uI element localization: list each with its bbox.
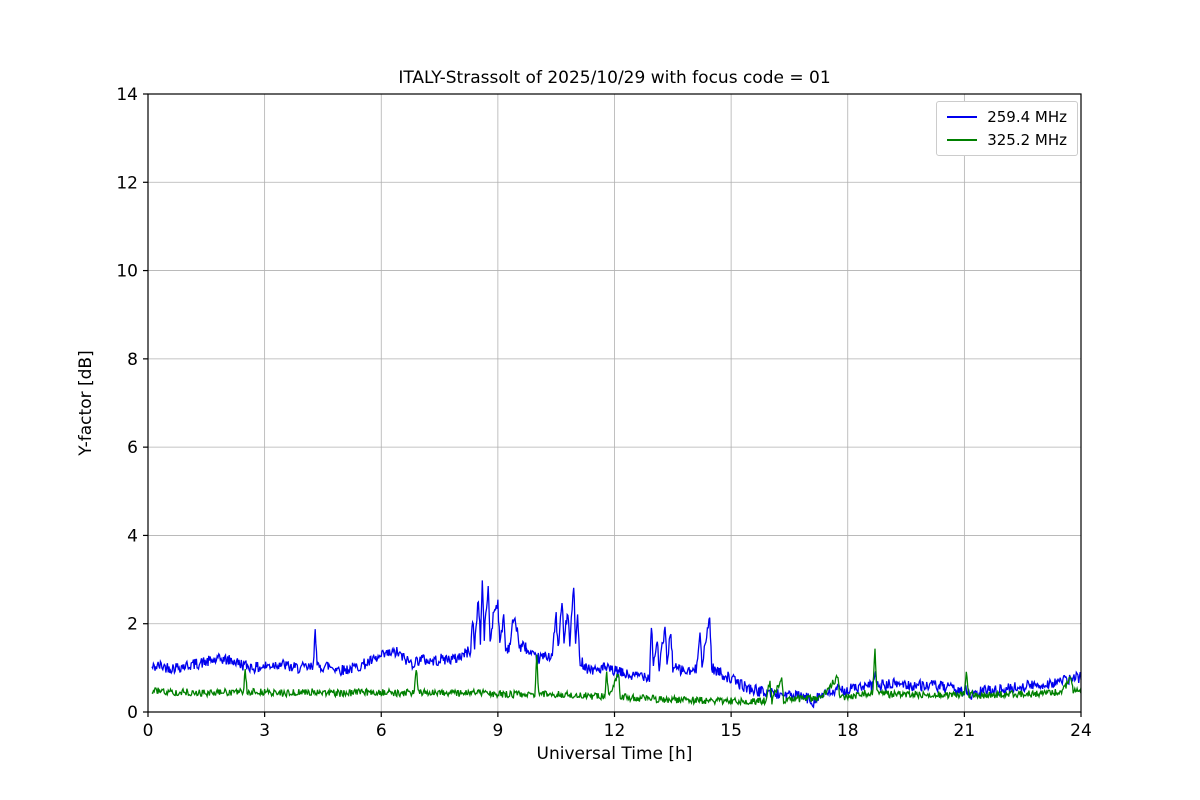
x-tick-label: 0 [143, 721, 154, 741]
legend: 259.4 MHz 325.2 MHz [936, 101, 1078, 156]
gridlines [147, 93, 1082, 713]
x-tick-label: 21 [954, 721, 976, 741]
chart-title: ITALY-Strassolt of 2025/10/29 with focus… [398, 68, 831, 88]
legend-label-series-1: 325.2 MHz [987, 130, 1067, 149]
y-tick-label: 14 [116, 85, 138, 105]
series-line-0 [151, 580, 1082, 709]
y-tick-label: 2 [127, 615, 138, 635]
x-tick-label: 18 [837, 721, 859, 741]
x-tick-label: 12 [604, 721, 626, 741]
legend-item: 325.2 MHz [947, 130, 1067, 149]
x-axis-label: Universal Time [h] [536, 744, 693, 764]
y-axis-label: Y-factor [dB] [76, 350, 96, 456]
y-tick-label: 10 [116, 262, 138, 282]
x-tick-label: 15 [720, 721, 742, 741]
y-tick-label: 12 [116, 173, 138, 193]
y-tick-label: 8 [127, 350, 138, 370]
x-tick-label: 9 [492, 721, 503, 741]
legend-line-series-0 [947, 116, 978, 119]
x-tick-label: 3 [259, 721, 270, 741]
y-tick-label: 0 [127, 703, 138, 723]
y-tick-label: 4 [127, 526, 138, 546]
series-line-1 [151, 648, 1082, 707]
legend-label-series-0: 259.4 MHz [987, 108, 1067, 126]
x-tick-label: 24 [1070, 721, 1092, 741]
y-tick-label: 6 [127, 438, 138, 458]
legend-item: 259.4 MHz [947, 109, 1067, 126]
legend-line-series-1 [947, 138, 978, 141]
series-lines [151, 580, 1082, 709]
tick-marks [143, 93, 1082, 717]
x-tick-label: 6 [376, 721, 387, 741]
